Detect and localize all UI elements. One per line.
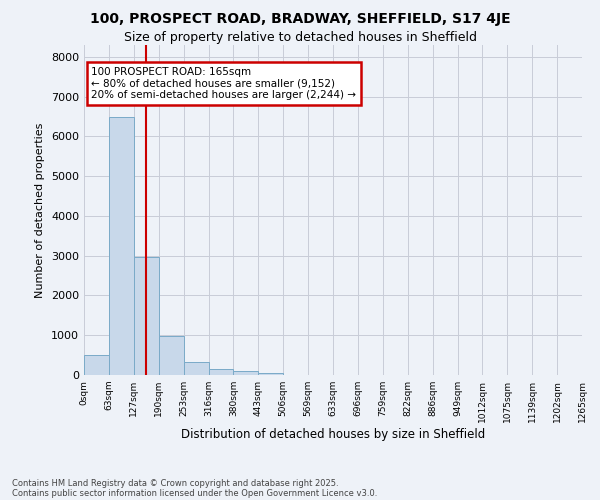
- Bar: [84, 355, 109, 375]
- Text: Contains HM Land Registry data © Crown copyright and database right 2025.: Contains HM Land Registry data © Crown c…: [12, 478, 338, 488]
- Bar: [184, 362, 209, 375]
- Text: 100 PROSPECT ROAD: 165sqm
← 80% of detached houses are smaller (9,152)
20% of se: 100 PROSPECT ROAD: 165sqm ← 80% of detac…: [91, 67, 356, 100]
- Bar: [209, 369, 233, 375]
- Y-axis label: Number of detached properties: Number of detached properties: [35, 122, 46, 298]
- Text: 100, PROSPECT ROAD, BRADWAY, SHEFFIELD, S17 4JE: 100, PROSPECT ROAD, BRADWAY, SHEFFIELD, …: [89, 12, 511, 26]
- Bar: [159, 336, 184, 375]
- Bar: [109, 116, 134, 375]
- X-axis label: Distribution of detached houses by size in Sheffield: Distribution of detached houses by size …: [181, 428, 485, 440]
- Bar: [134, 256, 159, 375]
- Text: Contains public sector information licensed under the Open Government Licence v3: Contains public sector information licen…: [12, 488, 377, 498]
- Text: Size of property relative to detached houses in Sheffield: Size of property relative to detached ho…: [124, 31, 476, 44]
- Bar: [233, 372, 259, 375]
- Bar: [259, 373, 283, 375]
